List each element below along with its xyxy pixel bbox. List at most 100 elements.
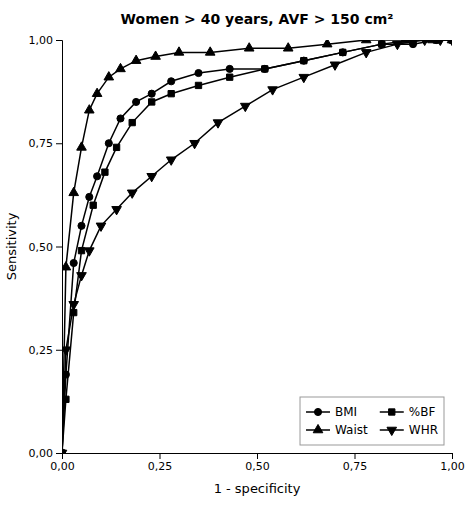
marker [322,40,332,47]
marker [147,174,157,182]
legend-item: BMI [306,405,357,419]
legend-label: BMI [335,405,357,419]
legend-box [300,397,444,445]
line [62,40,452,453]
title: Women > 40 years, AVF > 150 cm² [121,11,394,27]
tick: 1,00 [29,34,63,47]
marker [92,88,102,96]
marker [129,119,135,125]
tick: 0,75 [343,453,368,473]
marker [151,51,161,59]
marker [195,82,201,88]
tick-mark [160,453,161,459]
marker [112,207,122,215]
marker [78,247,84,253]
marker [340,49,346,55]
marker [104,72,114,80]
tick-label: 1,00 [440,460,465,473]
marker [62,262,71,270]
tick: 0,75 [29,137,63,150]
marker [69,187,79,195]
marker [205,47,215,55]
plot: 0,00 0,25 0,50 0,75 1,00 0,00 0,25 0,50 0,75 1,00… [29,34,465,473]
marker [127,190,137,198]
marker [447,40,452,46]
legend-marker [387,427,397,435]
marker [84,248,94,256]
tick: 1,00 [440,453,465,473]
tick-mark [452,453,453,459]
y-axis: 0,00 0,25 0,50 0,75 1,00 [29,34,63,460]
marker [420,40,430,46]
legend: BMI %BF Waist WHR [300,397,444,445]
tick-mark [257,453,258,459]
x-axis-title: 1 - specificity [214,481,301,496]
legend-item: WHR [380,423,438,437]
marker [195,69,202,76]
marker [339,49,346,56]
marker [261,65,268,72]
marker [283,43,293,51]
marker [166,157,176,165]
line [62,40,452,453]
marker [213,120,223,128]
marker [378,41,385,48]
tick-label: 0,75 [29,137,54,150]
marker [168,78,175,85]
marker [262,66,268,72]
tick-label: 1,00 [29,34,54,47]
legend-item: Waist [306,423,368,437]
marker [330,62,340,70]
marker [78,222,85,229]
marker [226,65,233,72]
marker [244,43,254,51]
marker [102,169,108,175]
tick-mark [56,40,62,41]
marker [149,99,155,105]
tick-label: 0,50 [245,460,270,473]
marker [117,115,124,122]
chart: 0,00 0,25 0,50 0,75 1,00 0,00 0,25 0,50 0,75 1,00… [0,0,474,505]
tick: 0,25 [148,453,173,473]
legend-marker [314,408,321,415]
line [62,40,452,453]
marker [393,41,403,49]
legend-marker [313,424,323,432]
marker [240,103,250,111]
marker [70,259,77,266]
axis-line [63,454,453,460]
marker [300,57,307,64]
marker [131,55,141,63]
x-axis: 0,00 0,25 0,50 0,75 1,00 [50,453,465,473]
tick-label: 0,00 [29,447,54,460]
tick-mark [56,453,62,454]
marker [116,63,126,71]
tick-mark [355,453,356,459]
tick: 0,25 [29,344,63,357]
tick: 0,50 [245,453,270,473]
marker [86,193,93,200]
line [62,40,452,453]
marker [133,98,140,105]
marker [361,40,371,43]
tick: 0,00 [29,447,63,460]
marker [94,173,101,180]
tick-label: 0,50 [29,241,54,254]
marker [299,74,309,82]
marker [268,87,278,95]
marker [96,223,106,231]
tick-label: 0,25 [29,344,54,357]
marker [174,47,184,55]
tick: 0,50 [29,241,63,254]
marker [62,347,71,355]
marker [90,202,96,208]
marker [148,90,155,97]
axis-line [56,41,63,454]
tick-mark [56,247,62,248]
tick: 0,00 [50,453,75,473]
tick-mark [56,350,62,351]
marker [69,302,79,310]
marker [113,144,119,150]
y-axis-title: Sensitivity [4,212,19,280]
legend-item: %BF [380,405,436,419]
